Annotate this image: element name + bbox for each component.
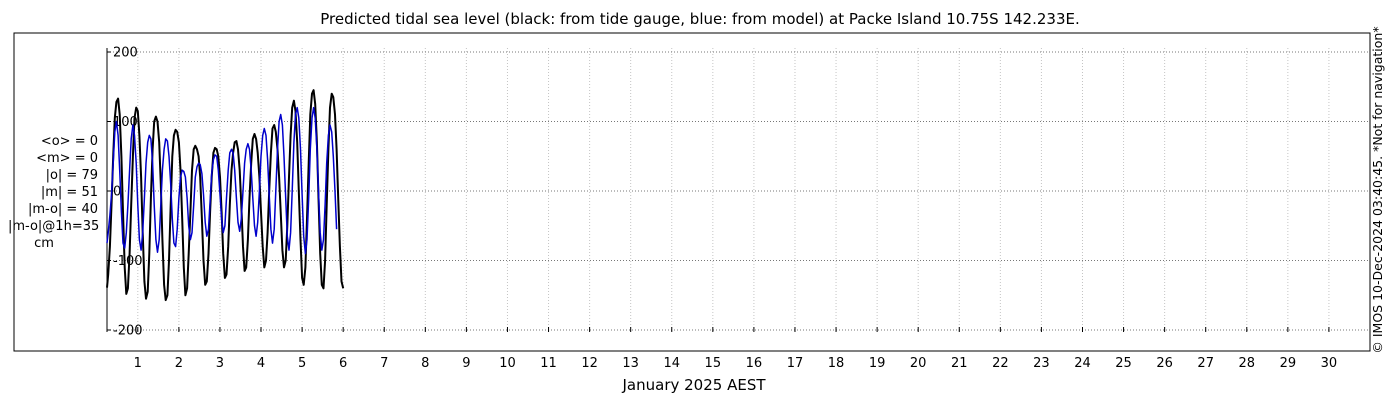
x-tick-label: 28 xyxy=(1239,356,1256,371)
series-tide-gauge-line xyxy=(106,89,345,302)
x-tick-label: 17 xyxy=(787,356,804,371)
x-tick-label: 15 xyxy=(705,356,722,371)
stat-abs-diff-1h: |m-o|@1h=35 xyxy=(8,219,100,234)
x-tick-label: 8 xyxy=(421,356,429,371)
x-tick-label: 27 xyxy=(1197,356,1214,371)
stat-mean-model: <m> = 0 xyxy=(36,151,98,166)
x-tick-label: 21 xyxy=(951,356,968,371)
x-tick-label: 1 xyxy=(134,356,142,371)
x-tick-label: 24 xyxy=(1074,356,1091,371)
x-tick-label: 12 xyxy=(581,356,598,371)
stat-unit: cm xyxy=(34,236,54,251)
y-tick-label: 0 xyxy=(113,185,121,200)
x-tick-label: 26 xyxy=(1156,356,1173,371)
statistics-panel: <o> = 0 <m> = 0 |o| = 79 |m| = 51 |m-o| … xyxy=(8,133,100,252)
axis-layer: 1 2 3 4 5 6 7 8 9 10 11 12 13 14 15 16 17 18 19 20 21 22 23 24 2… xyxy=(106,46,1338,371)
stat-mean-obs: <o> = 0 xyxy=(40,134,98,149)
x-tick-label: 22 xyxy=(992,356,1009,371)
grid-layer xyxy=(107,48,1370,332)
x-axis-label: January 2025 AEST xyxy=(622,376,767,394)
x-tick-label: 2 xyxy=(175,356,183,371)
x-tick-label: 25 xyxy=(1115,356,1132,371)
x-tick-label: 16 xyxy=(746,356,763,371)
stat-abs-obs: |o| = 79 xyxy=(45,168,98,183)
series-layer xyxy=(106,89,345,302)
x-tick-label: 19 xyxy=(869,356,886,371)
series-model-line xyxy=(106,106,338,255)
copyright-notice: © IMOS 10-Dec-2024 03:40:45. *Not for na… xyxy=(1370,26,1385,354)
x-tick-label: 9 xyxy=(462,356,470,371)
x-tick-label: 18 xyxy=(828,356,845,371)
y-tick-label: -100 xyxy=(113,254,143,269)
x-tick-label: 4 xyxy=(257,356,265,371)
x-tick-label: 7 xyxy=(380,356,388,371)
x-tick-label: 13 xyxy=(622,356,639,371)
x-tick-label: 23 xyxy=(1033,356,1050,371)
x-tick-label: 6 xyxy=(339,356,347,371)
x-tick-label: 5 xyxy=(298,356,306,371)
x-tick-label: 30 xyxy=(1321,356,1338,371)
stat-abs-model: |m| = 51 xyxy=(40,185,98,200)
x-tick-label: 29 xyxy=(1280,356,1297,371)
x-tick-label: 20 xyxy=(910,356,927,371)
x-tick-label: 11 xyxy=(540,356,557,371)
x-tick-label: 14 xyxy=(663,356,680,371)
chart-title: Predicted tidal sea level (black: from t… xyxy=(320,10,1080,28)
y-tick-label: -200 xyxy=(113,324,143,339)
x-tick-label: 10 xyxy=(499,356,516,371)
stat-abs-diff: |m-o| = 40 xyxy=(27,202,98,217)
y-tick-label: 200 xyxy=(113,46,138,61)
x-tick-label: 3 xyxy=(216,356,224,371)
outer-frame xyxy=(13,32,1371,352)
